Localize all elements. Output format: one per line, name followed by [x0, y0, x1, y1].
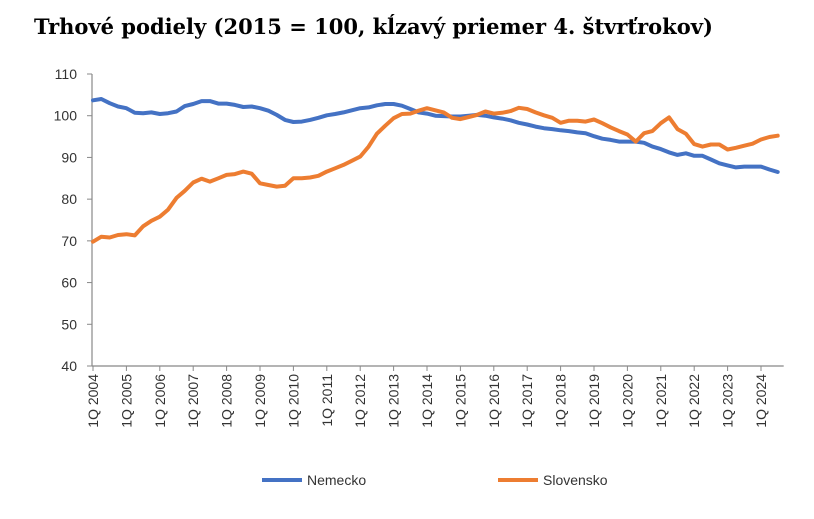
y-tick-label: 90: [61, 149, 77, 165]
series-line-slovensko: [91, 105, 780, 244]
x-tick-label: 1Q 2022: [686, 374, 702, 428]
x-tick-label: 1Q 2007: [185, 374, 201, 428]
x-tick-label: 1Q 2009: [252, 374, 268, 428]
x-tick-label: 1Q 2019: [586, 374, 602, 428]
x-tick-label: 1Q 2005: [118, 374, 134, 428]
x-tick-label: 1Q 2013: [386, 374, 402, 428]
x-tick-label: 1Q 2016: [486, 374, 502, 428]
x-tick-label: 1Q 2023: [720, 374, 736, 428]
x-tick-label: 1Q 2010: [285, 374, 301, 428]
y-tick-label: 100: [54, 108, 78, 124]
y-tick-label: 50: [61, 316, 77, 332]
x-tick-label: 1Q 2020: [619, 374, 635, 428]
x-tick-label: 1Q 2018: [553, 374, 569, 428]
x-tick-label: 1Q 2021: [653, 374, 669, 428]
legend-label-nemecko: Nemecko: [307, 472, 366, 488]
x-tick-label: 1Q 2012: [352, 374, 368, 428]
x-tick-label: 1Q 2017: [519, 374, 535, 428]
y-tick-label: 70: [61, 233, 77, 249]
x-tick-label: 1Q 2015: [452, 374, 468, 428]
legend-label-slovensko: Slovensko: [543, 472, 608, 488]
y-tick-label: 80: [61, 191, 77, 207]
chart-title: Trhové podiely (2015 = 100, kĺzavý priem…: [34, 14, 713, 39]
x-tick-label: 1Q 2006: [152, 374, 168, 428]
y-tick-label: 110: [55, 66, 78, 82]
y-tick-label: 60: [61, 275, 77, 291]
x-tick-label: 1Q 2004: [85, 374, 101, 428]
x-tick-label: 1Q 2024: [753, 374, 769, 428]
x-tick-label: 1Q 2014: [419, 374, 435, 428]
y-tick-label: 40: [61, 358, 77, 374]
x-tick-label: 1Q 2011: [319, 374, 335, 427]
x-tick-label: 1Q 2008: [219, 374, 235, 428]
